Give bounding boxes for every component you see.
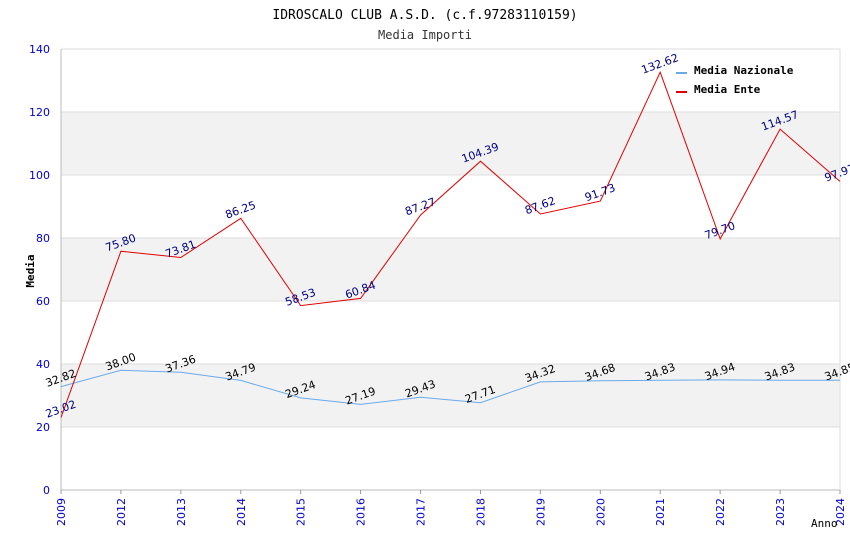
grid-band: [61, 238, 840, 301]
x-tick-label: 2015: [295, 498, 308, 526]
legend-label: Media Ente: [694, 83, 761, 96]
x-tick-label: 2024: [834, 498, 847, 526]
y-tick-label: 140: [29, 43, 50, 56]
x-tick-label: 2012: [115, 498, 128, 526]
y-axis-label: Media: [24, 254, 37, 287]
media-ente-line: [60, 70, 841, 418]
legend: Media Nazionale Media Ente: [676, 64, 794, 96]
grid-bands: [61, 112, 840, 427]
x-axis-label: Anno: [811, 517, 838, 530]
x-tick-label: 2022: [714, 498, 727, 526]
y-tick-label: 100: [29, 169, 50, 182]
x-tick-label: 2017: [415, 498, 428, 526]
y-tick-label: 120: [29, 106, 50, 119]
chart-title: IDROSCALO CLUB A.S.D. (c.f.97283110159): [272, 8, 577, 23]
y-tick-label: 20: [36, 421, 50, 434]
y-tick-label: 60: [36, 295, 50, 308]
x-tick-label: 2019: [534, 498, 547, 526]
media-nazionale-line: [60, 369, 841, 405]
legend-label: Media Nazionale: [694, 64, 794, 77]
x-tick-label: 2014: [235, 498, 248, 526]
x-tick-label: 2009: [55, 498, 68, 526]
x-tick-label: 2016: [355, 498, 368, 526]
y-tick-label: 80: [36, 232, 50, 245]
x-tick-label: 2020: [594, 498, 607, 526]
x-tick-label: 2021: [654, 498, 667, 526]
x-tick-label: 2023: [774, 498, 787, 526]
x-tick-label: 2018: [474, 498, 487, 526]
grid-band: [61, 364, 840, 427]
chart-subtitle: Media Importi: [378, 28, 472, 42]
x-tick-label: 2013: [175, 498, 188, 526]
series-lines: [60, 70, 841, 418]
y-tick-label: 0: [43, 484, 50, 497]
y-tick-label: 40: [36, 358, 50, 371]
grid-band: [61, 112, 840, 175]
y-axis-ticks: 0 20 40 60 80 100 120 140: [29, 43, 50, 497]
x-axis-ticks: 2009 2012 2013 2014 2015 2016 2017 2018 2019 2020…: [55, 490, 847, 526]
